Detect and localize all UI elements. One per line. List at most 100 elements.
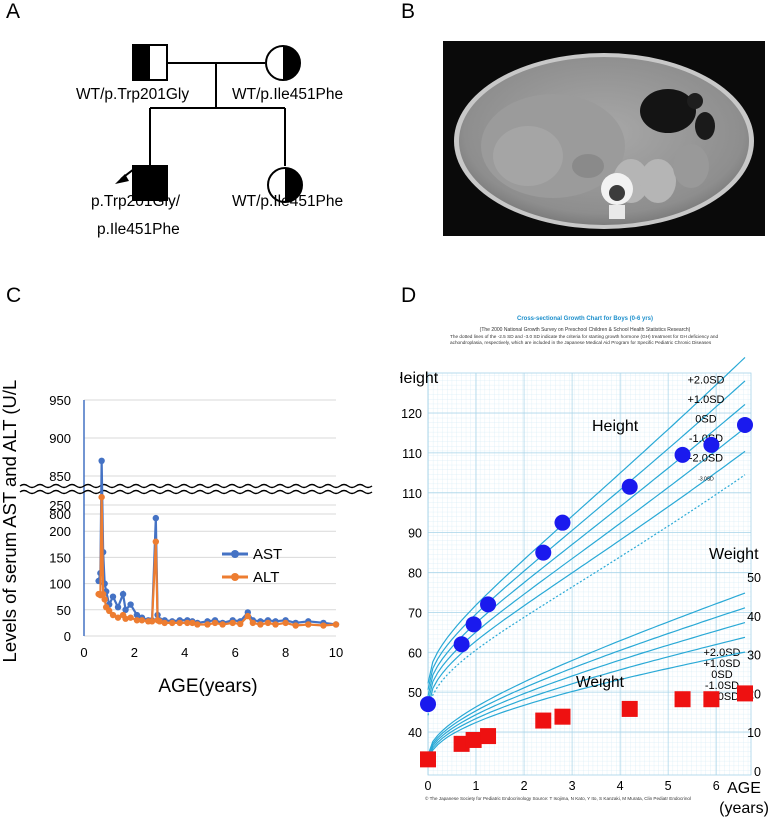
d-height-tick: 90 <box>408 527 422 541</box>
d-weight-point <box>703 691 720 708</box>
c-series-line-alt <box>98 497 337 627</box>
c-y-tick-label: 150 <box>49 550 71 565</box>
c-point-ast <box>122 606 129 613</box>
panel-label-a: A <box>6 0 21 23</box>
c-point-alt <box>320 622 327 629</box>
d-height-point <box>420 696 436 713</box>
c-point-alt <box>219 621 226 628</box>
c-point-alt <box>194 621 201 628</box>
d-height-tick: 60 <box>408 646 422 660</box>
d-weight-sd-label: +2.0SD <box>704 647 741 659</box>
c-point-alt <box>169 619 176 627</box>
d-weight-tick: 10 <box>747 726 761 740</box>
pedigree <box>115 44 303 203</box>
d-weight-point <box>621 700 638 717</box>
c-y-tick-label: 800 <box>49 507 71 522</box>
c-legend-alt-label: ALT <box>253 569 279 586</box>
c-point-alt <box>152 538 160 545</box>
c-x-tick-label: 0 <box>80 645 87 660</box>
d-height-sd-label: +1.0SD <box>688 394 725 406</box>
c-x-axis-label: AGE(years) <box>158 676 257 697</box>
d-years-label: (years) <box>719 800 769 817</box>
c-x-tick-label: 10 <box>329 645 343 660</box>
d-weight-point <box>737 685 753 702</box>
d-weight-sd-curve <box>427 592 746 756</box>
d-weight-tick: 0 <box>754 765 761 779</box>
d-weight-sd-curve <box>427 651 746 764</box>
c-point-ast <box>98 457 105 464</box>
c-point-ast <box>133 611 141 619</box>
sister-symbol <box>267 167 303 203</box>
c-point-alt <box>305 621 312 628</box>
c-series-layer <box>95 457 340 629</box>
d-subtitle: (The 2000 National Growth Survey on Pres… <box>480 327 691 333</box>
c-axis-break-upper <box>19 483 373 489</box>
d-height-sd-curve <box>427 356 746 684</box>
d-height-point <box>737 416 753 433</box>
c-y-tick-label: 850 <box>49 469 71 484</box>
proband-genotype-line2: p.Ile451Phe <box>97 221 180 238</box>
d-height-tick: 110 <box>402 447 422 461</box>
c-y-tick-label: 250 <box>49 498 71 513</box>
c-point-alt <box>109 611 117 619</box>
c-point-alt <box>161 619 168 627</box>
c-point-alt <box>101 596 108 603</box>
c-point-alt <box>244 612 251 620</box>
d-height-tick: 40 <box>408 726 422 740</box>
d-weight-point <box>453 735 470 752</box>
d-weight-curves-label: Weight <box>576 674 625 691</box>
d-height-tick: 50 <box>408 686 422 700</box>
d-height-sd-curve <box>427 474 746 716</box>
d-weight-point <box>465 731 482 748</box>
c-y-tick-label: 100 <box>49 577 71 592</box>
c-point-alt <box>257 621 264 628</box>
d-height-tick: 120 <box>401 407 422 421</box>
c-legend-alt-dot <box>231 573 239 581</box>
d-weight-axis-label: Weight <box>709 546 759 563</box>
d-height-point <box>703 436 720 453</box>
d-height-sd-label: -3.0SD <box>698 477 714 483</box>
c-gridlines <box>84 399 336 637</box>
c-x-tick-label: 4 <box>181 645 188 660</box>
mother-symbol <box>265 45 301 81</box>
c-legend-ast-dot <box>231 550 239 558</box>
d-title: Cross-sectional Growth Chart for Boys (0… <box>517 316 653 322</box>
c-point-alt <box>272 621 279 628</box>
d-height-sd-curve <box>427 380 746 690</box>
d-weight-tick: 50 <box>747 571 761 585</box>
d-height-curves-label: Height <box>592 418 639 435</box>
c-series-line-ast <box>97 460 337 626</box>
proband-arrow-icon <box>115 168 135 184</box>
d-age-tick: 6 <box>713 779 720 793</box>
c-point-alt <box>127 614 134 621</box>
d-height-tick: 70 <box>408 606 422 620</box>
d-footer: © The Japanese Society for Pediatric End… <box>425 795 691 801</box>
d-weight-sd-curve <box>427 636 746 762</box>
c-point-alt <box>229 619 236 627</box>
d-weight-sd-curve <box>427 622 746 760</box>
d-weight-point <box>554 708 571 725</box>
c-point-ast <box>152 514 160 522</box>
d-height-point <box>453 636 470 653</box>
d-weight-sd-label: 0SD <box>711 669 732 681</box>
father-genotype: WT/p.Trp201Gly <box>76 86 190 103</box>
c-y-axis-label: Levels of serum AST and ALT (U/L) <box>0 380 20 662</box>
d-height-sd-curve <box>427 450 746 710</box>
d-height-sd-curve <box>427 403 746 697</box>
d-height-point <box>674 446 691 463</box>
c-point-alt <box>189 619 196 627</box>
d-weight-point <box>420 751 436 768</box>
father-symbol <box>132 44 168 81</box>
d-weight-sd-label: +1.0SD <box>704 658 741 670</box>
d-weight-sd-curve <box>427 607 746 758</box>
d-weight-tick: 30 <box>747 649 761 663</box>
c-point-alt <box>282 619 289 627</box>
c-point-alt <box>98 493 105 501</box>
c-point-alt <box>264 619 272 627</box>
d-height-tick: 80 <box>408 567 422 581</box>
mother-genotype: WT/p.Ile451Phe <box>232 86 344 103</box>
c-point-alt <box>99 590 107 598</box>
c-y-tick-label: 900 <box>49 431 71 446</box>
